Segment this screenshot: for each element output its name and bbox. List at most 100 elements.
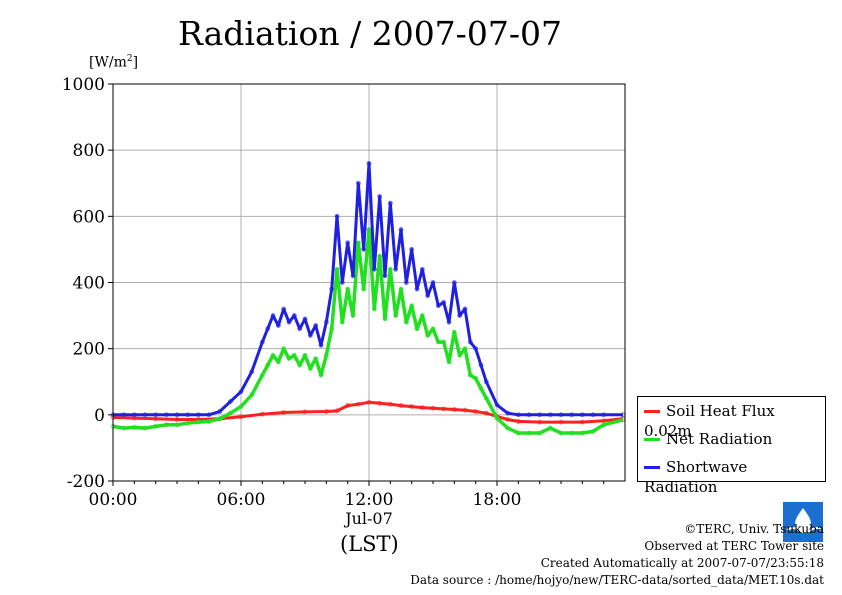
series-shortwave-radiation-point xyxy=(238,389,244,395)
series-soil-heat-flux-point xyxy=(259,411,265,417)
series-soil-heat-flux-point xyxy=(302,409,308,415)
series-net-radiation-point xyxy=(446,359,452,365)
series-net-radiation-point xyxy=(238,404,244,409)
series-net-radiation-point xyxy=(185,420,191,426)
series-soil-heat-flux-point xyxy=(579,419,585,425)
series-shortwave-radiation-point xyxy=(345,240,351,246)
series-shortwave-radiation-point xyxy=(558,412,564,418)
series-net-radiation-point xyxy=(483,395,489,401)
series-soil-heat-flux-point xyxy=(398,403,404,408)
series-net-radiation-point xyxy=(558,430,564,436)
series-net-radiation-point xyxy=(382,316,388,322)
series-shortwave-radiation-point xyxy=(142,412,148,418)
series-shortwave-radiation-point xyxy=(302,316,308,322)
series-shortwave-radiation-point xyxy=(446,319,452,325)
series-net-radiation-point xyxy=(387,266,393,272)
series-net-radiation-point xyxy=(419,313,425,318)
series-shortwave-radiation-point xyxy=(382,273,388,279)
series-net-radiation-point xyxy=(494,415,500,421)
series-net-radiation-point xyxy=(579,430,585,436)
series-net-radiation-point xyxy=(505,425,511,431)
series-shortwave-radiation xyxy=(113,161,623,417)
x-tick-label: 06:00 xyxy=(217,490,266,510)
series-shortwave-radiation-point xyxy=(462,306,468,312)
series-net-radiation-point xyxy=(361,286,367,292)
series-shortwave-radiation-point xyxy=(398,227,404,232)
chart-legend: Soil Heat Flux 0.02m Net Radiation Short… xyxy=(637,396,826,496)
series-net-radiation-point xyxy=(270,352,276,358)
series-net-radiation-point xyxy=(414,326,420,332)
series-net-radiation-point xyxy=(174,422,180,428)
series-net-radiation-point xyxy=(430,326,436,332)
series-shortwave-radiation-point xyxy=(601,412,607,418)
series-shortwave-radiation-point xyxy=(286,319,292,325)
series-net-radiation-point xyxy=(569,430,575,436)
y-axis-unit: [W/m2] xyxy=(89,54,139,71)
series-shortwave-radiation-point xyxy=(291,313,297,318)
series-net-radiation-point xyxy=(297,362,303,368)
series-soil-heat-flux-point xyxy=(387,401,393,407)
series-net-radiation-point xyxy=(163,422,169,428)
series-shortwave-radiation-point xyxy=(451,280,457,285)
series-shortwave-radiation-point xyxy=(478,362,484,368)
series-shortwave-radiation-point xyxy=(121,412,127,418)
series-shortwave-radiation-point xyxy=(334,213,340,219)
y-tick-label: -200 xyxy=(67,472,105,492)
series-soil-heat-flux-point xyxy=(483,410,489,416)
series-soil-heat-flux-point xyxy=(238,414,244,420)
legend-item-soil-heat-flux: Soil Heat Flux 0.02m xyxy=(644,402,775,440)
footer-created: Created Automatically at 2007-07-07/23:5… xyxy=(540,556,824,570)
series-net-radiation-point xyxy=(318,372,324,378)
series-shortwave-radiation-point xyxy=(361,247,367,252)
series-soil-heat-flux-point xyxy=(473,409,479,414)
series-shortwave-radiation-point xyxy=(206,412,212,418)
series-shortwave-radiation-point xyxy=(409,247,415,252)
legend-item-net-radiation: Net Radiation xyxy=(644,429,772,449)
footer-data-source: Data source : /home/hojyo/new/TERC-data/… xyxy=(410,573,824,587)
series-shortwave-radiation-point xyxy=(339,280,345,285)
series-shortwave-radiation-point xyxy=(185,412,191,418)
series-shortwave-radiation-point xyxy=(515,412,521,418)
series-net-radiation-point xyxy=(601,422,607,428)
series-net-radiation-point xyxy=(462,346,468,352)
series-net-radiation-point xyxy=(457,352,463,358)
series-shortwave-radiation-point xyxy=(281,306,287,312)
series-shortwave-radiation-point xyxy=(153,412,159,418)
series-soil-heat-flux-point xyxy=(377,400,383,406)
series-shortwave-radiation-point xyxy=(547,412,553,418)
series-shortwave-radiation-point xyxy=(590,412,596,418)
series-shortwave-radiation-point xyxy=(297,326,303,332)
series-net-radiation-point xyxy=(473,376,479,381)
y-tick-label: 0 xyxy=(94,406,105,426)
series-soil-heat-flux-point xyxy=(515,419,521,424)
series-shortwave-radiation-point xyxy=(355,180,361,186)
series-shortwave-radiation-point xyxy=(419,266,425,272)
series-shortwave-radiation-point xyxy=(393,266,399,272)
series-shortwave-radiation-point xyxy=(435,303,441,309)
y-tick-label: 400 xyxy=(73,274,105,294)
series-shortwave-radiation-point xyxy=(430,280,436,285)
series-net-radiation-point xyxy=(350,313,356,318)
series-net-radiation-point xyxy=(537,430,543,436)
series-shortwave-radiation-point xyxy=(195,412,201,418)
series-shortwave-radiation-point xyxy=(441,299,447,305)
series-shortwave-radiation-point xyxy=(387,200,393,206)
series-shortwave-radiation-point xyxy=(131,412,137,418)
series-soil-heat-flux-point xyxy=(419,405,425,410)
series-net-radiation-point xyxy=(409,303,415,309)
x-tick-label: 18:00 xyxy=(473,490,522,510)
series-net-radiation-point xyxy=(206,419,212,424)
series-net-radiation xyxy=(112,227,624,435)
series-net-radiation-point xyxy=(345,286,351,292)
series-shortwave-radiation-point xyxy=(275,323,281,328)
series-shortwave-radiation-point xyxy=(270,313,276,318)
series-soil-heat-flux-point xyxy=(323,409,329,414)
series-net-radiation-point xyxy=(217,416,223,422)
series-net-radiation-point xyxy=(259,372,265,378)
series-shortwave-radiation-point xyxy=(307,333,313,338)
series-net-radiation-point xyxy=(441,339,447,345)
series-net-radiation-point xyxy=(329,326,335,332)
series-net-radiation-point xyxy=(526,430,532,436)
series-shortwave-radiation-point xyxy=(457,313,463,318)
